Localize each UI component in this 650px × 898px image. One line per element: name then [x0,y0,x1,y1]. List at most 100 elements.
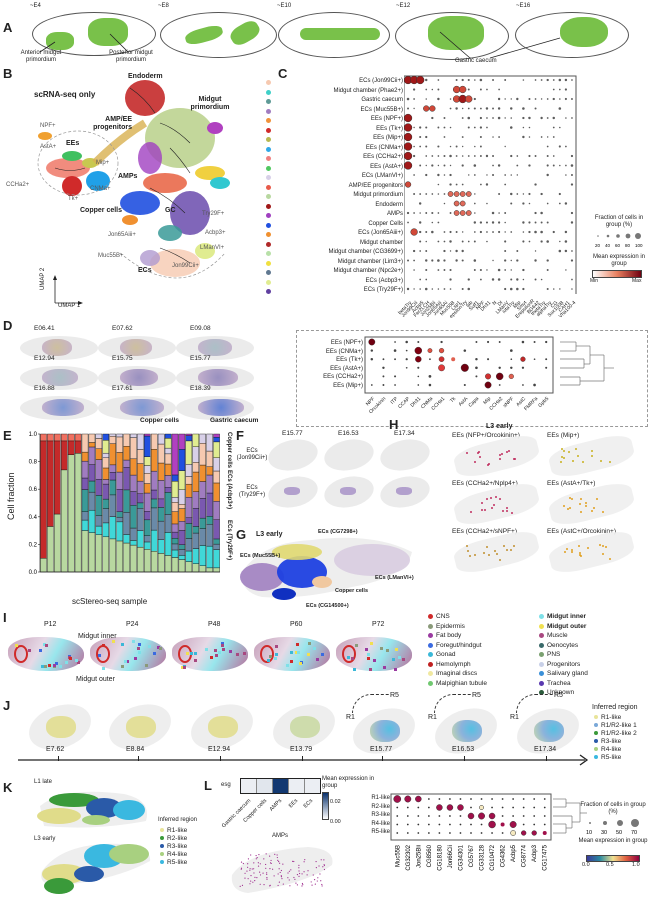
dot [479,78,483,82]
dot [552,79,555,81]
legend-item: R4-like [160,850,187,858]
region-legend: R1-like R2-like R3-like R4-like R5-like [160,826,187,866]
cell-dot [488,463,491,466]
legend-label: R4-like [167,850,188,858]
dot [406,806,409,809]
amp-cell-dot [252,881,254,883]
midgut-region-map [208,716,238,738]
legend-swatch [428,680,433,686]
amp-cell-dot [262,872,264,874]
dot [463,349,467,352]
cell-dot [268,655,272,659]
row-label: ECs (Muc55B+) [360,106,403,113]
amp-cell-dot [244,877,246,879]
y-axis-label: Cell fraction [6,472,16,520]
dot [516,155,519,157]
dot [545,358,548,361]
dot [473,269,476,271]
dot [522,116,525,120]
dot [492,164,494,167]
cell-dot [43,643,47,647]
amp-cell-dot [250,880,252,882]
dot [437,88,440,91]
cluster-color-dot [266,289,271,294]
dot [504,231,506,233]
dot [498,366,501,369]
dot [552,136,555,138]
dot [495,372,504,381]
dot [382,358,385,361]
cell-dot [308,641,312,645]
legend-swatch [428,642,433,648]
dot [437,183,440,186]
dot [475,341,478,343]
timeline-tick [382,756,383,761]
dot [558,145,561,148]
dot [473,174,476,176]
bar-segment [185,538,193,552]
bar-segment [137,530,144,548]
bar-segment [144,535,151,543]
hemolymph-ring [14,645,28,663]
dot [473,107,476,110]
sample-label: P48 [208,621,221,628]
panel-d-dotplot-box [296,330,648,427]
dot [475,375,478,378]
bar-segment [150,551,158,573]
bar-segment [144,492,151,512]
bar-segment [178,449,186,471]
dot [427,798,430,800]
cell-dot [137,642,141,646]
cell-dot [496,553,499,556]
cell-dot [590,455,593,458]
amp-cell-dot [316,880,318,882]
cell-dot [590,450,593,453]
dot [473,164,477,167]
amp-cell-dot [307,870,309,872]
dot [393,795,402,803]
dot [460,363,469,372]
dot [504,117,506,119]
panel-k-label: K [3,780,13,795]
dot [394,375,397,378]
legend-label: Fat body [436,632,462,640]
cell-dot [185,652,189,656]
dot [406,832,409,834]
dot [473,155,476,157]
dot [417,823,420,826]
dot [571,79,573,81]
gene-label: CG8560 [427,844,433,867]
cell-dot [296,651,300,655]
dot [449,815,451,817]
dot [405,358,408,361]
cell-dot [59,664,63,668]
region-legend: R1-like R1/R2-like 1 R1/R2-like 2 R3-like R4… [594,713,637,761]
cell-dot [513,458,516,460]
amp-cell-dot [301,882,304,885]
bar-segment [178,549,186,556]
bar-segment [88,491,96,511]
bar-segment [164,532,172,556]
amp-cell-dot [240,867,243,869]
dot [516,164,519,167]
cell-dot [494,550,497,553]
bar-segment [116,516,123,523]
legend-swatch [539,661,544,667]
bar-segment [144,549,151,573]
axis-label-y: UMAP 2 [40,267,46,290]
dot [473,240,476,243]
dot [533,341,536,343]
color-legend-min: Min [590,278,599,284]
dot [570,183,574,186]
cell-dot [346,655,350,659]
amp-cell-dot [269,884,271,886]
bar-segment [144,511,151,521]
bar-segment [144,483,151,494]
legend-item: R1/R2-like 2 [594,729,637,737]
legend-item: Imaginal discs [428,669,539,679]
dot [504,174,507,176]
bar-segment [178,489,186,505]
midgut-region-map [126,716,156,738]
dot [564,202,568,205]
dot [404,142,413,151]
